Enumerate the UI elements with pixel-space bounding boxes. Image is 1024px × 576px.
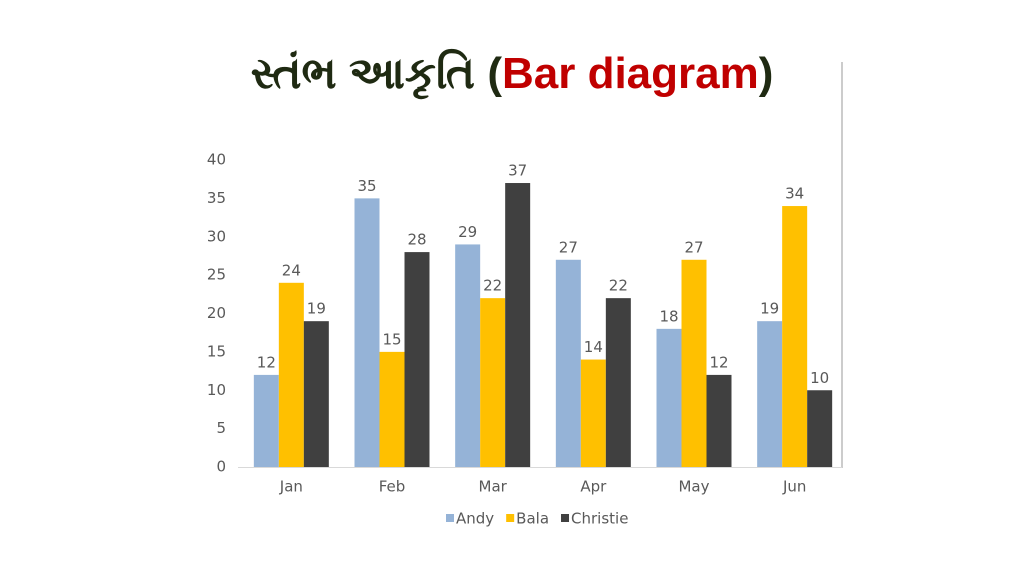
value-label: 22 [483, 277, 502, 295]
bar [681, 259, 707, 467]
bar [656, 328, 682, 467]
value-label: 27 [559, 238, 578, 256]
legend-label: Bala [516, 510, 549, 528]
legend-label: Christie [571, 510, 628, 528]
x-tick-label: Jan [279, 478, 303, 496]
value-label: 28 [407, 231, 426, 249]
y-tick-label: 5 [216, 419, 226, 437]
legend-swatch [446, 514, 454, 522]
chart-title: સ્તંભ આકૃતિ (Bar diagram) [251, 48, 774, 99]
value-label: 15 [382, 330, 401, 348]
y-tick-label: 0 [216, 458, 226, 476]
x-tick-label: Feb [379, 478, 406, 496]
legend-swatch [561, 514, 570, 522]
bar [605, 298, 631, 467]
bar [379, 351, 405, 467]
bar [278, 282, 304, 467]
bar [303, 321, 329, 467]
value-label: 10 [810, 369, 829, 387]
bar [480, 298, 506, 467]
value-label: 37 [508, 162, 527, 180]
y-tick-label: 15 [207, 342, 226, 360]
bar [580, 359, 606, 467]
bar [782, 206, 808, 468]
y-tick-label: 35 [207, 189, 226, 207]
title-part: ) [759, 49, 774, 98]
x-tick-label: Mar [479, 478, 508, 496]
bar [253, 374, 279, 467]
bar [354, 198, 380, 467]
value-label: 29 [458, 223, 477, 241]
bar [757, 321, 783, 467]
legend-swatch [506, 514, 515, 522]
bar [505, 183, 531, 467]
value-label: 34 [785, 185, 804, 203]
y-tick-label: 20 [207, 304, 226, 322]
value-label: 27 [684, 238, 703, 256]
value-label: 35 [357, 177, 376, 195]
x-tick-label: May [678, 478, 709, 496]
bar [555, 259, 581, 467]
value-label: 12 [257, 353, 276, 371]
bar [455, 244, 481, 467]
x-tick-label: Jun [782, 478, 806, 496]
value-label: 19 [760, 300, 779, 318]
value-label: 22 [609, 277, 628, 295]
y-tick-label: 25 [207, 266, 226, 284]
y-tick-label: 40 [207, 151, 226, 169]
value-label: 18 [659, 307, 678, 325]
bar [706, 374, 732, 467]
y-tick-label: 10 [207, 381, 226, 399]
value-label: 19 [307, 300, 326, 318]
bar [807, 390, 833, 467]
bar [404, 252, 430, 467]
value-label: 14 [584, 338, 603, 356]
title-part: Bar diagram [502, 49, 759, 98]
y-tick-label: 30 [207, 227, 226, 245]
value-label: 12 [709, 353, 728, 371]
value-label: 24 [282, 261, 301, 279]
title-part: સ્તંભ આકૃતિ ( [251, 48, 503, 99]
legend-label: Andy [456, 510, 494, 528]
x-tick-label: Apr [580, 478, 607, 496]
